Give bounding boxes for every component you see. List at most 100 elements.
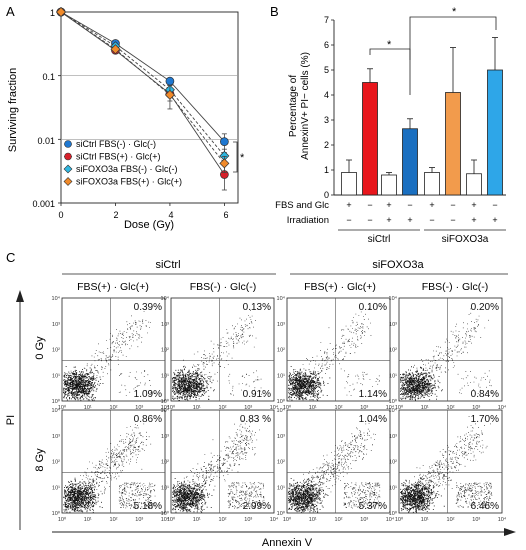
x-tick-label: 10² bbox=[219, 405, 227, 411]
x-tick-label: 10² bbox=[110, 405, 118, 411]
x-tick-label: 10¹ bbox=[193, 405, 201, 411]
plot-frame bbox=[61, 409, 166, 514]
sign-fbs: − bbox=[492, 200, 497, 210]
y-tick-label: 10³ bbox=[389, 434, 397, 440]
quadrant-upper-right-percent: 1.04% bbox=[359, 414, 387, 425]
x-tick-label: 10⁰ bbox=[58, 404, 67, 411]
y-tick-label: 10⁴ bbox=[161, 407, 170, 414]
col-label: FBS(+) · Glc(+) bbox=[77, 281, 149, 293]
sign-ir: − bbox=[346, 215, 351, 225]
quadrant-upper-right-percent: 0.39% bbox=[134, 302, 162, 313]
y-tick-label: 10⁰ bbox=[389, 510, 398, 517]
x-tick-label: 10⁴ bbox=[270, 404, 279, 411]
quadrant-lower-right-percent: 1.09% bbox=[134, 389, 162, 400]
sign-fbs: − bbox=[450, 200, 455, 210]
group-label-sifoxo3a: siFOXO3a bbox=[372, 259, 424, 271]
col-label: FBS(-) · Glc(-) bbox=[190, 281, 256, 293]
y-tick-label: 10² bbox=[277, 460, 285, 466]
y-tick-label: 10⁴ bbox=[389, 295, 398, 302]
x-tick-label: 10² bbox=[335, 405, 343, 411]
series-line bbox=[60, 11, 225, 157]
y-tick-label: 10¹ bbox=[277, 373, 285, 379]
series-line bbox=[60, 11, 225, 175]
y-tick-label: 10⁴ bbox=[52, 295, 61, 302]
sign-ir: − bbox=[450, 215, 455, 225]
y-tick-label: 10² bbox=[161, 348, 169, 354]
y-tick-label: 10³ bbox=[52, 434, 60, 440]
y-tick-label: 3 bbox=[324, 115, 329, 125]
y-tick-label: 10¹ bbox=[389, 373, 397, 379]
y-tick-label: 10⁴ bbox=[161, 295, 170, 302]
group-label-sictrl: siCtrl bbox=[368, 234, 391, 245]
x-tick-label: 10⁴ bbox=[386, 404, 395, 411]
panel-b-bars bbox=[341, 37, 503, 196]
x-tick-label: 10³ bbox=[135, 517, 143, 523]
x-tick-label: 10¹ bbox=[193, 517, 201, 523]
y-tick-label: 6 bbox=[324, 40, 329, 50]
quadrant-upper-right-percent: 0.20% bbox=[471, 302, 499, 313]
bar bbox=[445, 92, 461, 196]
significance-bracket bbox=[233, 141, 238, 173]
x-tick-label: 10⁴ bbox=[498, 516, 507, 523]
y-tick-label: 0 bbox=[324, 190, 329, 200]
bar bbox=[341, 172, 357, 196]
bar bbox=[381, 174, 397, 196]
x-tick-label: 10² bbox=[447, 405, 455, 411]
event-dots bbox=[63, 311, 155, 401]
panel-b-ylabel-line2: AnnexinV+ PI− cells (%) bbox=[300, 52, 311, 160]
y-tick-label: 10⁴ bbox=[52, 407, 61, 414]
y-tick-label: 4 bbox=[324, 90, 329, 100]
sign-fbs: + bbox=[471, 200, 476, 210]
sign-ir: + bbox=[407, 215, 412, 225]
quadrant-lower-right-percent: 0.84% bbox=[471, 389, 499, 400]
y-tick-label: 10² bbox=[52, 460, 60, 466]
x-tick-label: 2 bbox=[113, 210, 118, 220]
sign-ir: − bbox=[429, 215, 434, 225]
data-point bbox=[220, 137, 229, 146]
panel-a-label: A bbox=[6, 4, 15, 19]
quadrant-upper-right-percent: 0.13% bbox=[243, 302, 271, 313]
y-tick-label: 10⁴ bbox=[277, 407, 286, 414]
x-tick-label: 10¹ bbox=[309, 517, 317, 523]
y-tick-label: 10⁰ bbox=[161, 510, 170, 517]
legend-label: siCtrl FBS(-) · Glc(-) bbox=[76, 139, 156, 149]
x-tick-label: 10⁰ bbox=[395, 516, 404, 523]
x-tick-label: 10² bbox=[219, 517, 227, 523]
x-tick-label: 10⁴ bbox=[161, 404, 170, 411]
data-point bbox=[165, 76, 175, 86]
significance-star: * bbox=[240, 152, 245, 164]
bar bbox=[402, 128, 418, 196]
bar bbox=[466, 173, 482, 196]
x-tick-label: 10⁰ bbox=[167, 516, 176, 523]
group-label-sictrl: siCtrl bbox=[155, 259, 180, 271]
y-tick-label: 10⁰ bbox=[52, 510, 61, 517]
x-tick-label: 0 bbox=[58, 210, 63, 220]
y-tick-label: 10² bbox=[389, 460, 397, 466]
x-tick-label: 4 bbox=[168, 210, 173, 220]
panel-c-plots: 10⁰10⁰10¹10¹10²10²10³10³10⁴10⁴0.39%1.09%… bbox=[52, 295, 507, 523]
y-tick-label: 10² bbox=[52, 348, 60, 354]
y-tick-label: 10² bbox=[277, 348, 285, 354]
panel-b-condition-signs: + − + − + − + − − − + + − − + + bbox=[346, 200, 497, 225]
y-tick-label: 0.001 bbox=[32, 199, 55, 209]
y-tick-label: 10³ bbox=[277, 434, 285, 440]
panel-b-chart: Percentage of AnnexinV+ PI− cells (%) 0 … bbox=[275, 6, 506, 245]
row-label-irradiation: Irradiation bbox=[287, 215, 329, 226]
x-tick-label: 10¹ bbox=[309, 405, 317, 411]
y-tick-label: 10⁰ bbox=[277, 398, 286, 405]
quadrant-lower-right-percent: 2.99% bbox=[243, 501, 271, 512]
panel-a-legend: siCtrl FBS(-) · Glc(-) siCtrl FBS(+) · Gl… bbox=[63, 139, 182, 187]
y-tick-label: 7 bbox=[324, 15, 329, 25]
event-dots bbox=[400, 308, 493, 401]
x-tick-label: 10³ bbox=[472, 405, 480, 411]
sign-fbs: + bbox=[429, 200, 434, 210]
quadrant-lower-right-percent: 6.46% bbox=[471, 501, 499, 512]
legend-label: siCtrl FBS(+) · Glc(+) bbox=[76, 152, 161, 162]
y-tick-label: 10³ bbox=[161, 434, 169, 440]
sign-ir: + bbox=[492, 215, 497, 225]
y-tick-label: 10³ bbox=[389, 322, 397, 328]
